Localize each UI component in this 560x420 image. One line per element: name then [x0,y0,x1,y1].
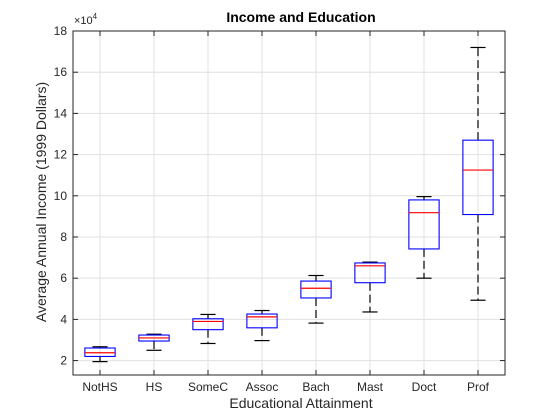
box-iqr [246,313,278,329]
box-iqr [300,280,332,299]
grid-layer [73,30,505,375]
y-tick-label: 4 [60,312,67,326]
box-somec [192,313,224,345]
box-layer [84,46,494,363]
box-hs [138,333,170,351]
box-mast [354,261,386,313]
x-tick-label: NotHS [82,380,117,394]
y-tick-label: 12 [54,148,68,162]
axes-frame [72,30,506,376]
y-axis-title: Average Annual Income (1999 Dollars) [33,82,49,322]
y-axis-exponent-base: ×10 [74,15,93,27]
y-tick-label: 18 [54,24,68,38]
axes-layer: 2 4 6 8 10 12 14 16 18 NotHS HS SomeC Assoc Bach Mast D… [54,24,506,394]
y-tick-label: 8 [60,230,67,244]
x-axis-title: Educational Attainment [229,395,372,411]
x-tick-label: Prof [467,380,490,394]
x-tick-label: Assoc [246,380,279,394]
y-axis-exponent-power: 4 [93,12,98,21]
y-tick-label: 6 [60,271,67,285]
x-tick-label: Bach [302,380,329,394]
box-iqr [408,199,440,250]
box-prof [462,46,494,301]
chart-title: Income and Education [226,9,375,25]
plot-area [73,31,505,375]
y-tick-label: 14 [54,106,68,120]
x-tick-label: HS [146,380,163,394]
y-tick-label: 16 [54,65,68,79]
y-tick-label: 10 [54,189,68,203]
x-tick-label: Doct [412,380,437,394]
y-axis-exponent: ×104 [74,12,98,27]
box-iqr [192,318,224,331]
box-iqr [354,262,386,284]
box-assoc [246,309,278,342]
box-iqr [462,139,494,216]
x-tick-label: SomeC [188,380,228,394]
box-bach [300,274,332,324]
box-doct [408,196,440,279]
box-noths [84,346,116,363]
y-tick-label: 2 [60,354,67,368]
x-tick-label: Mast [357,380,384,394]
